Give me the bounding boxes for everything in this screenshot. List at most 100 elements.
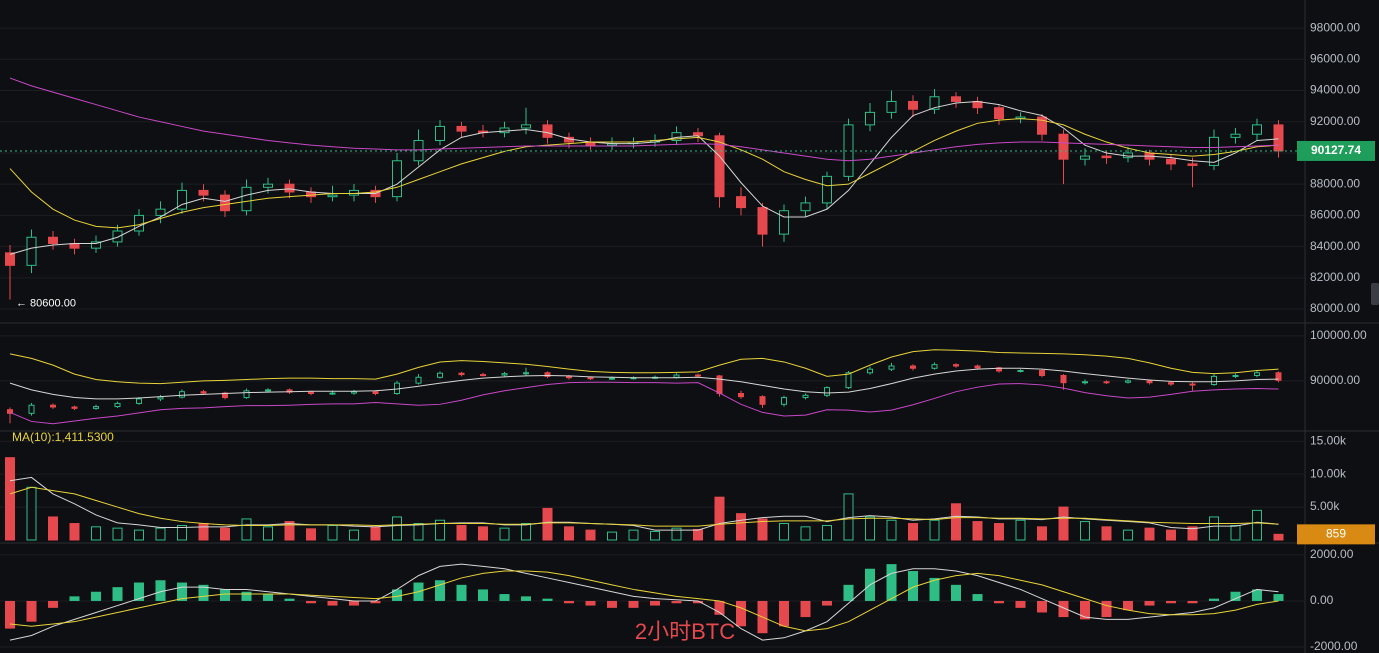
candle-body <box>177 189 187 210</box>
candle-body <box>1082 381 1088 384</box>
macd-bar <box>26 600 37 622</box>
indicator-line <box>9 476 1279 531</box>
macd-bar <box>198 584 209 601</box>
macd-bar <box>951 584 961 601</box>
candle-body <box>929 96 940 110</box>
volume-bar <box>241 518 252 541</box>
candle-body <box>759 396 766 405</box>
volume-bar <box>220 527 230 541</box>
macd-bar <box>714 600 725 615</box>
macd-bar <box>220 589 230 601</box>
candle-body <box>50 404 56 408</box>
candle-body <box>437 372 443 378</box>
candle-body <box>542 124 553 138</box>
candle-body <box>865 111 875 126</box>
macd-bar <box>564 600 574 604</box>
volume-bar <box>370 526 381 541</box>
volume-bar <box>585 529 596 541</box>
volume-bar <box>499 527 510 541</box>
macd-bar <box>1037 600 1047 613</box>
candle-body <box>1232 374 1239 377</box>
macd-bar <box>478 589 488 601</box>
macd-bar <box>91 591 101 601</box>
volume-bar <box>306 528 316 541</box>
volume-bar <box>521 523 531 541</box>
macd-bar <box>306 600 316 604</box>
macd-bar <box>134 582 144 601</box>
candle-body <box>781 397 787 405</box>
volume-bar <box>951 503 961 541</box>
candle-body <box>327 194 338 198</box>
candle-body <box>265 389 271 392</box>
volume-bar <box>1080 521 1090 541</box>
candle-body <box>198 189 209 196</box>
candle-body <box>114 402 121 408</box>
volume-bar <box>671 527 682 541</box>
y-tick-label: 10.00k <box>1310 466 1347 480</box>
volume-bar <box>886 519 897 541</box>
candle-body <box>888 365 895 370</box>
candle-body <box>349 189 359 196</box>
candle-body <box>1189 383 1196 386</box>
macd-bar <box>392 589 402 601</box>
candle-body <box>800 202 811 212</box>
candle-body <box>1168 382 1174 385</box>
candle-body <box>456 125 467 132</box>
macd-bar <box>929 577 940 601</box>
candle-body <box>994 107 1004 120</box>
volume-bar <box>1144 527 1155 541</box>
macd-bar <box>542 598 553 601</box>
volume-bar <box>1015 519 1026 541</box>
candle-body <box>372 391 379 394</box>
candle-body <box>7 409 13 414</box>
candle-body <box>93 406 99 409</box>
candle-body <box>1166 158 1176 165</box>
volume-ma-label: MA(10):1,411.5300 <box>12 430 114 444</box>
volume-bar <box>1209 516 1219 541</box>
macd-bar <box>843 584 854 601</box>
candle-body <box>822 175 832 204</box>
volume-bar <box>800 526 811 541</box>
candle-body <box>1017 370 1024 373</box>
volume-bar <box>650 530 660 541</box>
volume-bar <box>929 519 940 541</box>
y-tick-label: 5.00k <box>1310 499 1340 513</box>
candle-body <box>1080 155 1090 160</box>
volume-bar <box>607 531 617 541</box>
macd-bar <box>263 594 273 601</box>
volume-bar <box>327 525 338 541</box>
last-volume-label: 859 <box>1326 527 1346 541</box>
macd-bar <box>693 600 703 604</box>
y-tick-label: 80000.00 <box>1310 301 1360 315</box>
plot-layer: 80000.00 82000.00 84000.00 86000.00 88000.00… <box>0 20 1375 653</box>
candle-body <box>200 391 207 394</box>
volume-bar <box>908 523 918 541</box>
y-tick-label: 92000.00 <box>1310 114 1360 128</box>
indicator-line <box>9 563 1279 641</box>
volume-bar <box>1166 529 1176 541</box>
candle-body <box>91 241 101 249</box>
indicator-line <box>9 349 1279 385</box>
volume-bar <box>198 523 209 541</box>
indicator-line <box>9 100 1279 255</box>
y-tick-label: 2000.00 <box>1310 547 1354 561</box>
candle-body <box>910 365 916 369</box>
volume-bar <box>757 518 768 541</box>
y-tick-label: 98000.00 <box>1310 20 1360 34</box>
candle-body <box>1275 372 1282 381</box>
side-tab[interactable] <box>1371 283 1379 305</box>
volume-bar <box>478 526 488 541</box>
candle-body <box>499 127 510 134</box>
macd-bar <box>155 580 166 601</box>
macd-bar <box>1187 600 1198 604</box>
volume-bar <box>5 457 15 541</box>
volume-bar <box>736 513 746 541</box>
candle-body <box>1209 136 1219 166</box>
candle-body <box>413 139 424 162</box>
macd-bar <box>499 594 510 601</box>
volume-bar <box>1123 529 1133 541</box>
volume-bar <box>91 526 101 541</box>
macd-bar <box>1080 600 1090 620</box>
volume-bar <box>1273 533 1284 541</box>
macd-bar <box>607 600 617 608</box>
